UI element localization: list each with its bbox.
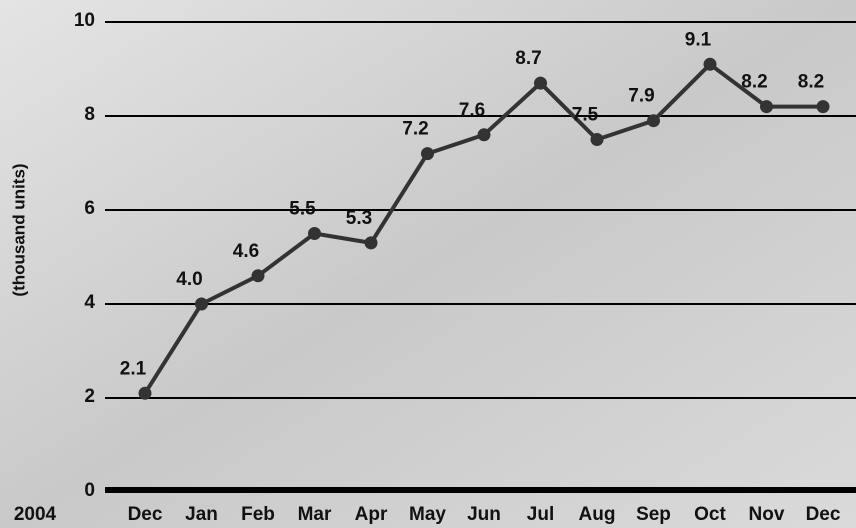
y-tick-label: 2 (84, 386, 95, 407)
data-label: 7.5 (572, 105, 599, 126)
x-tick-label: Feb (241, 504, 275, 525)
data-point (647, 114, 660, 127)
y-tick-label: 0 (84, 480, 95, 501)
data-label: 8.7 (515, 48, 541, 69)
x-tick-label: Jan (185, 504, 218, 525)
data-point (139, 387, 152, 400)
x-tick-label: Apr (355, 504, 388, 525)
data-point (591, 133, 604, 146)
y-tick-label: 10 (74, 10, 95, 31)
y-axis-label: (thousand units) (9, 163, 28, 296)
data-label: 9.1 (685, 29, 712, 50)
data-point (365, 236, 378, 249)
x-tick-label: Dec (128, 504, 163, 525)
y-tick-label: 6 (84, 198, 95, 219)
data-label: 5.5 (289, 199, 316, 220)
data-point (195, 298, 208, 311)
data-point (252, 269, 265, 282)
x-tick-label: Oct (694, 504, 726, 525)
x-tick-label: Sep (636, 504, 671, 525)
chart: (thousand units) 2004 0 2 4 6 8 10 Dec Jan Feb Ma… (0, 0, 856, 528)
x-tick-label: Dec (806, 504, 841, 525)
x-tick-label: Aug (579, 504, 616, 525)
data-point (760, 100, 773, 113)
data-label: 4.0 (176, 269, 202, 290)
x-tick-label: Mar (298, 504, 332, 525)
data-label: 8.2 (741, 72, 767, 93)
data-label: 7.6 (459, 100, 485, 121)
x-tick-label: May (409, 504, 446, 525)
x-tick-label: Jul (527, 504, 554, 525)
x-tick-label: Jun (467, 504, 501, 525)
data-label: 2.1 (120, 358, 147, 379)
data-label: 5.3 (346, 208, 372, 229)
y-tick-label: 8 (84, 104, 95, 125)
start-year: 2004 (14, 504, 57, 525)
data-point (308, 227, 321, 240)
data-point (534, 77, 547, 90)
data-point (421, 147, 434, 160)
data-point (704, 58, 717, 71)
data-label: 4.6 (233, 241, 259, 262)
x-tick-label: Nov (749, 504, 785, 525)
data-label: 7.2 (402, 119, 428, 140)
data-label: 8.2 (798, 72, 824, 93)
data-label: 7.9 (628, 86, 654, 107)
data-point (817, 100, 830, 113)
data-point (478, 128, 491, 141)
y-tick-label: 4 (84, 292, 95, 313)
